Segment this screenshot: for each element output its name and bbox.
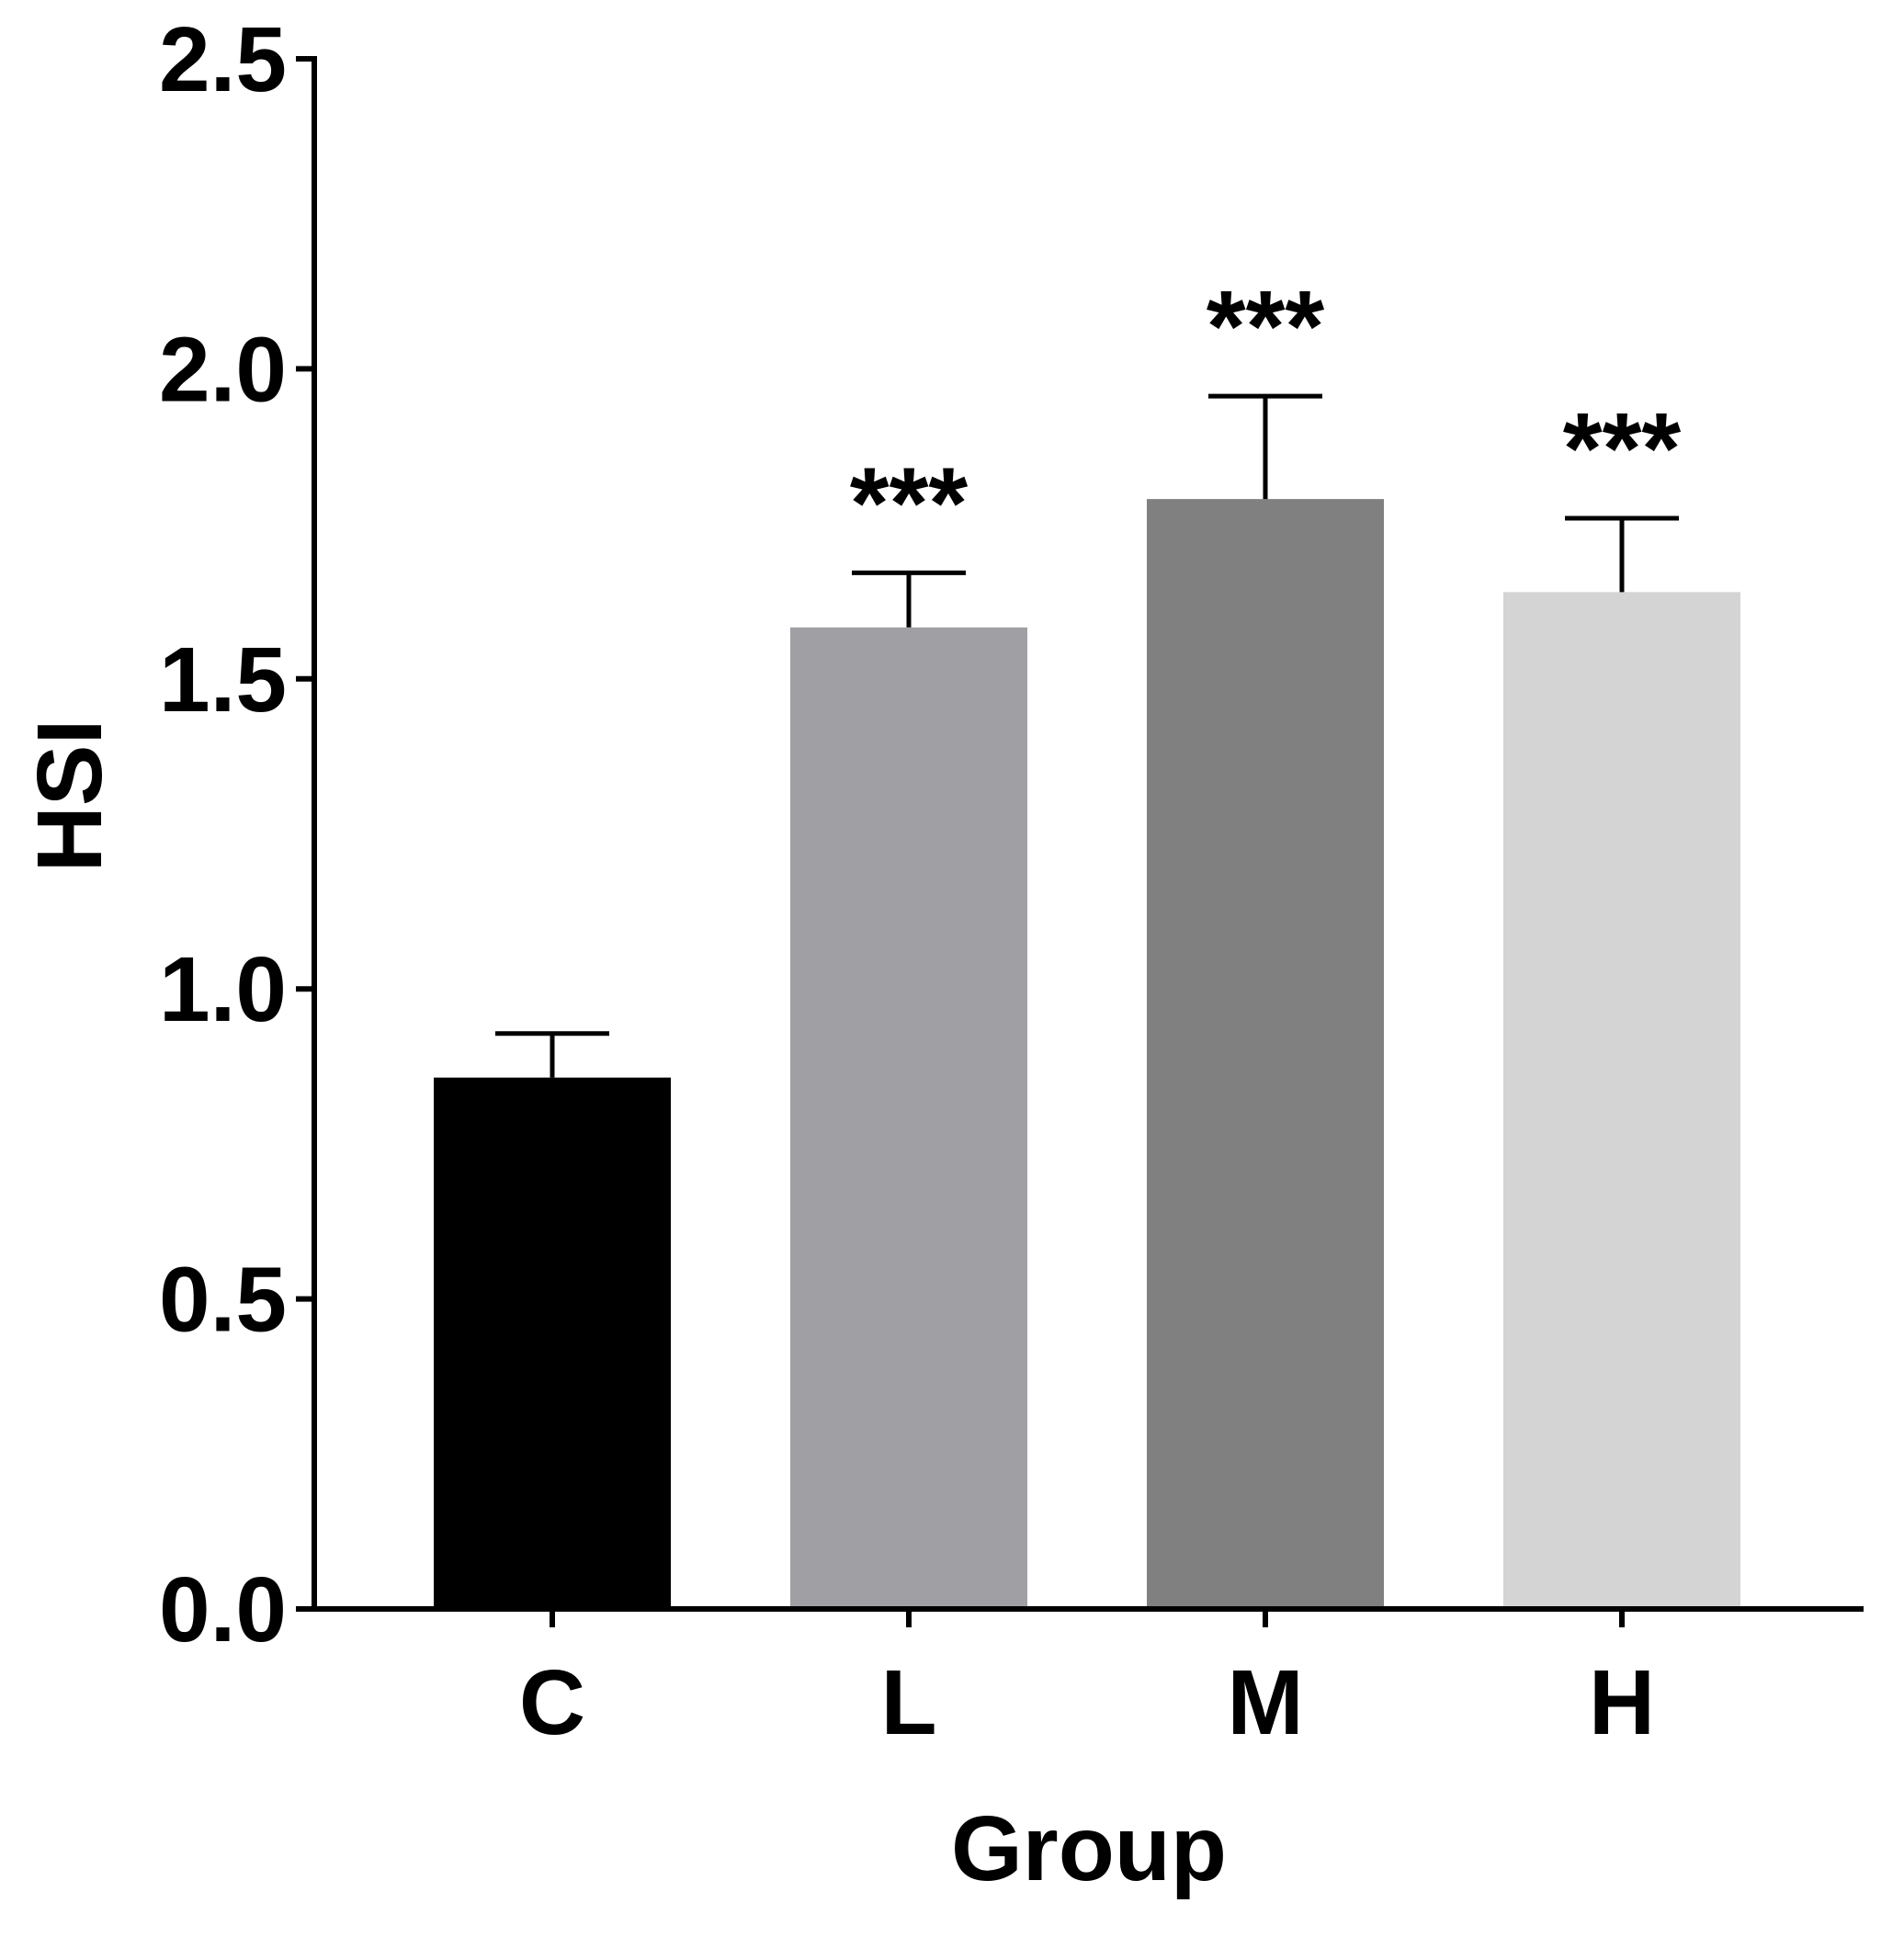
significance-L: *** — [850, 447, 969, 560]
y-tick-label: 2.5 — [159, 8, 287, 111]
x-tick-label: H — [1589, 1651, 1655, 1754]
significance-H: *** — [1563, 392, 1682, 505]
bar-L — [790, 627, 1027, 1609]
y-axis-title: HSI — [18, 719, 121, 873]
axes-layer — [312, 56, 1864, 1612]
x-tick-label: L — [880, 1651, 936, 1754]
significance-M: *** — [1207, 270, 1325, 383]
bar-H — [1503, 592, 1740, 1609]
error-bars-layer — [495, 393, 1679, 1078]
x-tick-label: M — [1227, 1651, 1303, 1754]
y-tick-label: 2.0 — [159, 318, 287, 421]
y-tick-label: 1.5 — [159, 629, 287, 731]
y-tick-label: 1.0 — [159, 938, 287, 1041]
x-axis-title: Group — [951, 1797, 1227, 1900]
bar-M — [1147, 499, 1384, 1610]
bar-C — [434, 1077, 671, 1609]
y-ticks: 0.0 0.5 1.0 1.5 2.0 2.5 — [159, 8, 314, 1661]
x-tick-label: C — [519, 1651, 585, 1754]
bars-layer — [434, 499, 1740, 1610]
y-tick-label: 0.5 — [159, 1249, 287, 1352]
y-tick-label: 0.0 — [159, 1558, 287, 1661]
significance-layer: *** *** *** — [850, 270, 1682, 560]
